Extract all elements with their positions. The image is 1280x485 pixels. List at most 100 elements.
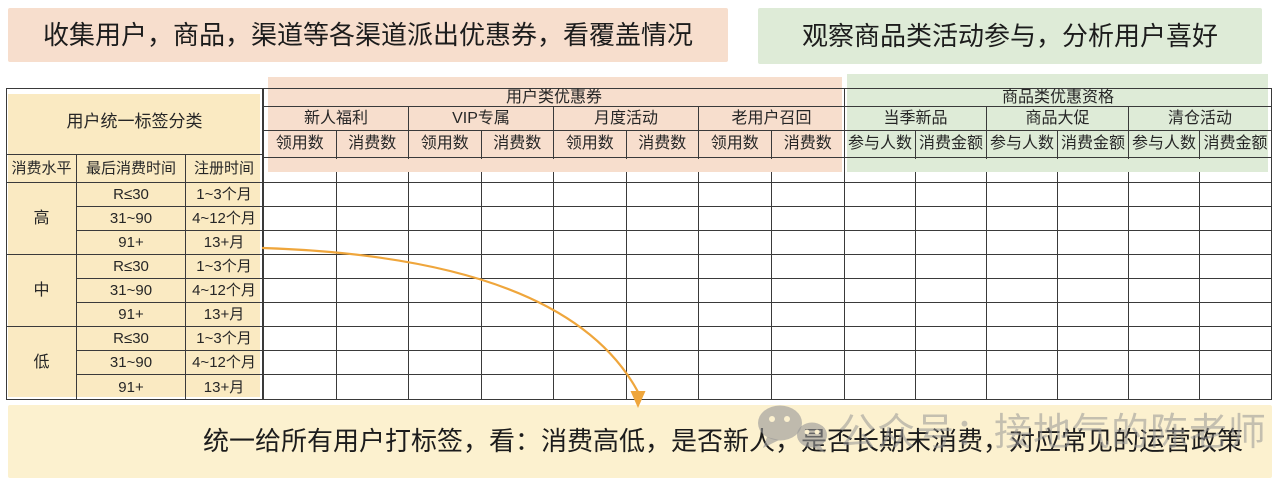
banner-tagging-summary: 统一给所有用户打标签，看：消费高低，是否新人，是否长期未消费，对应常见的运营政策 [8, 405, 1272, 478]
empty-cell [845, 375, 916, 399]
empty-cell [699, 207, 772, 231]
group-header: 清仓活动 [1129, 107, 1271, 131]
empty-cell [1129, 375, 1200, 399]
empty-cell [1058, 375, 1129, 399]
consumption-level-cell: 中 [7, 255, 77, 327]
empty-cell [771, 183, 844, 207]
empty-cell [336, 303, 409, 327]
register-time-cell: 4~12个月 [186, 351, 262, 375]
empty-cell [916, 207, 987, 231]
empty-cell [1129, 183, 1200, 207]
register-time-cell: 4~12个月 [186, 279, 262, 303]
empty-cell [987, 255, 1058, 279]
empty-cell [626, 255, 699, 279]
empty-cell [626, 279, 699, 303]
empty-cell [1129, 231, 1200, 255]
empty-cell [554, 231, 627, 255]
empty-cell [916, 375, 987, 399]
empty-cell [987, 351, 1058, 375]
empty-cell [626, 327, 699, 351]
empty-cell [554, 375, 627, 399]
empty-cell [1200, 375, 1271, 399]
empty-cell [1200, 327, 1271, 351]
left-column-header: 最后消费时间 [77, 155, 186, 183]
empty-cell [1058, 303, 1129, 327]
empty-cell [845, 183, 916, 207]
empty-cell [264, 279, 337, 303]
empty-cell [1129, 351, 1200, 375]
leaf-column-header: 消费数 [626, 131, 699, 158]
empty-cell [481, 207, 554, 231]
group-header: 新人福利 [264, 107, 409, 131]
empty-cell [627, 375, 699, 399]
last-purchase-cell: 31~90 [77, 207, 186, 231]
empty-cell [482, 375, 554, 399]
empty-cell [771, 207, 844, 231]
empty-cell [626, 231, 699, 255]
empty-cell [845, 327, 916, 351]
empty-cell [554, 303, 627, 327]
empty-cell [1200, 158, 1271, 183]
empty-cell [337, 375, 409, 399]
empty-cell [987, 279, 1058, 303]
last-purchase-cell: 31~90 [77, 279, 186, 303]
banner-product-activity: 观察商品类活动参与，分析用户喜好 [758, 8, 1262, 64]
empty-cell [1200, 303, 1271, 327]
empty-cell [916, 231, 987, 255]
empty-cell [409, 375, 482, 399]
empty-cell [554, 327, 627, 351]
empty-cell [1058, 183, 1129, 207]
empty-cell [409, 351, 482, 375]
empty-cell [845, 255, 916, 279]
empty-cell [1058, 231, 1129, 255]
empty-cell [336, 183, 409, 207]
left-column-header: 注册时间 [186, 155, 262, 183]
empty-cell [987, 231, 1058, 255]
consumption-level-cell: 高 [7, 183, 77, 255]
register-time-cell: 13+月 [186, 231, 262, 255]
empty-cell [699, 255, 772, 279]
leaf-column-header: 消费数 [771, 131, 844, 158]
empty-cell [336, 327, 409, 351]
empty-cell [409, 231, 482, 255]
empty-cell [1129, 327, 1200, 351]
leaf-column-header: 领用数 [699, 131, 772, 158]
empty-cell [771, 303, 844, 327]
empty-cell [409, 255, 482, 279]
group-header: VIP专属 [409, 107, 554, 131]
empty-cell [626, 207, 699, 231]
product-benefit-table: 商品类优惠资格 当季新品 商品大促 清仓活动 参与人数 消费金额 参与人数 消费金额 参与人数… [844, 88, 1272, 400]
empty-cell [481, 303, 554, 327]
empty-cell [987, 375, 1058, 399]
empty-cell [481, 351, 554, 375]
empty-cell [916, 183, 987, 207]
empty-cell [336, 255, 409, 279]
empty-cell [845, 231, 916, 255]
banner-coupon-coverage: 收集用户，商品，渠道等各渠道派出优惠券，看覆盖情况 [8, 8, 728, 62]
empty-cell [481, 255, 554, 279]
empty-cell [409, 303, 482, 327]
empty-cell [264, 231, 337, 255]
last-purchase-cell: R≤30 [77, 327, 186, 351]
empty-cell [264, 351, 337, 375]
empty-cell [626, 183, 699, 207]
user-tag-table-title: 用户统一标签分类 [7, 89, 262, 155]
empty-cell [699, 183, 772, 207]
last-purchase-cell: 91+ [77, 231, 186, 255]
last-purchase-cell: R≤30 [77, 255, 186, 279]
empty-cell [1200, 183, 1271, 207]
empty-cell [554, 255, 627, 279]
user-coupon-table: 用户类优惠券 新人福利 VIP专属 月度活动 老用户召回 领用数 消费数 领用数 消费数 领用数… [263, 88, 845, 400]
empty-cell [1058, 255, 1129, 279]
empty-cell [699, 375, 772, 399]
empty-cell [699, 351, 772, 375]
empty-cell [264, 303, 337, 327]
empty-cell [264, 327, 337, 351]
empty-cell [771, 351, 844, 375]
empty-cell [264, 183, 337, 207]
leaf-column-header: 消费数 [481, 131, 554, 158]
empty-cell [1058, 327, 1129, 351]
register-time-cell: 4~12个月 [186, 207, 262, 231]
empty-cell [626, 303, 699, 327]
left-column-header: 消费水平 [7, 155, 77, 183]
